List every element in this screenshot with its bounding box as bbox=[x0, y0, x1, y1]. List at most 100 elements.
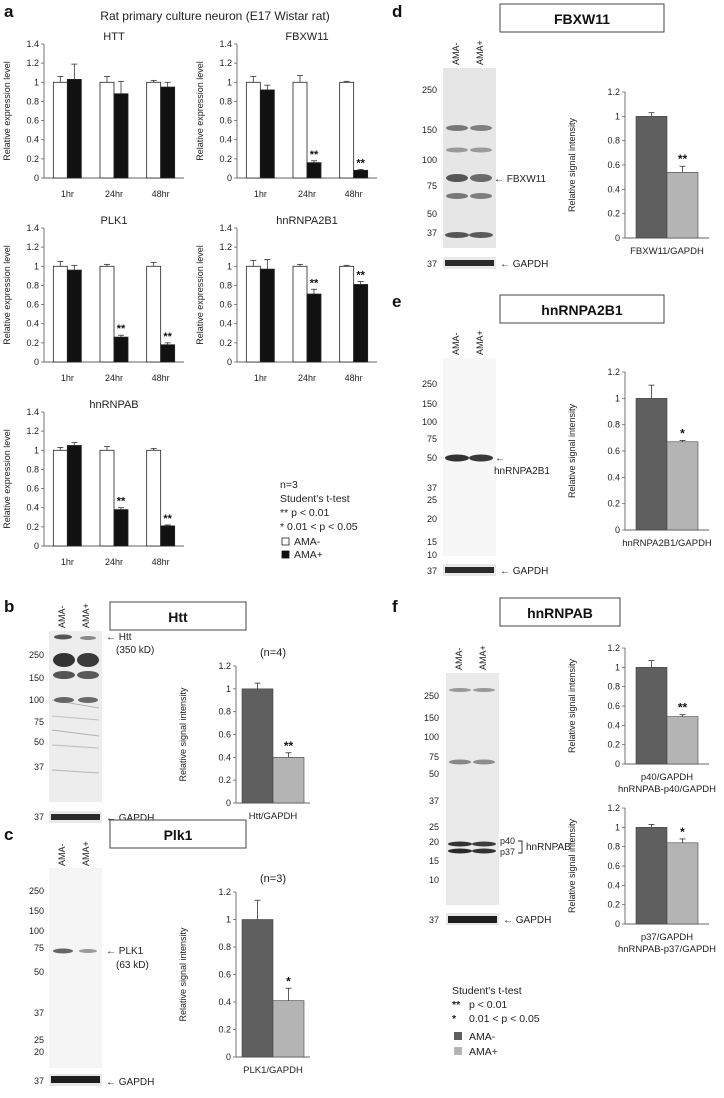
blot-e-title-box bbox=[499, 294, 665, 324]
blot-b-marker: 150 bbox=[29, 673, 44, 683]
blot-f-marker: 25 bbox=[429, 822, 439, 832]
significance-mark: * bbox=[286, 974, 291, 988]
blot-d-gapdh-text: GAPDH bbox=[513, 259, 549, 270]
y-tick-label: 1 bbox=[227, 261, 232, 271]
y-tick-label: 1.2 bbox=[219, 242, 232, 252]
blot-f: hnRNPAB AMA- AMA+ 2501501007550372520151… bbox=[424, 597, 621, 926]
significance-mark: * bbox=[680, 825, 685, 839]
y-tick-label: 0.4 bbox=[607, 184, 620, 194]
legend-f-sig1: p < 0.01 bbox=[469, 999, 507, 1011]
bar-ama-minus bbox=[146, 265, 162, 363]
x-tick-label: 48hr bbox=[345, 373, 363, 383]
x-tick-label: 24hr bbox=[298, 373, 316, 383]
legend-a-sig2: * 0.01 < p < 0.05 bbox=[280, 521, 358, 533]
blot-f-marker: 250 bbox=[424, 691, 439, 701]
y-axis-label: Relative signal intensity bbox=[178, 687, 188, 782]
significance-mark: ** bbox=[284, 739, 294, 753]
blot-e-marker: 150 bbox=[422, 399, 437, 409]
blot-e-lane-minus: AMA- bbox=[451, 332, 461, 355]
y-tick-label: 0 bbox=[226, 1052, 231, 1062]
blot-c-marker: 25 bbox=[34, 1035, 44, 1045]
significance-mark: ** bbox=[163, 513, 172, 525]
legend-a-swatch-plus bbox=[281, 550, 290, 559]
y-tick-label: 1.4 bbox=[26, 223, 39, 233]
bar-ama-plus bbox=[160, 86, 176, 179]
blot-b-htt-band bbox=[54, 634, 72, 640]
y-tick-label: 0.6 bbox=[26, 300, 39, 310]
y-tick-label: 0 bbox=[615, 525, 620, 535]
blot-c-marker: 37 bbox=[34, 1008, 44, 1018]
panel-letter-b: b bbox=[4, 597, 14, 616]
y-tick-label: 0 bbox=[615, 759, 620, 769]
y-tick-label: 0.4 bbox=[219, 319, 232, 329]
x-tick-label: 48hr bbox=[152, 557, 170, 567]
y-tick-label: 0.8 bbox=[219, 280, 232, 290]
blot-e-hnrnpa2b1-band bbox=[445, 454, 469, 462]
blot-c-gapdh-marker: 37 bbox=[34, 1076, 44, 1086]
bar-ama-plus bbox=[306, 162, 322, 179]
panel-letter-c: c bbox=[4, 825, 13, 844]
panel-letter-d: d bbox=[392, 2, 402, 21]
x-tick-label: 48hr bbox=[345, 189, 363, 199]
bar-ama-plus bbox=[160, 344, 176, 363]
bar-ama-plus bbox=[666, 172, 699, 239]
bar-ama-plus bbox=[272, 1000, 305, 1058]
y-tick-label: 1 bbox=[615, 662, 620, 672]
blot-e-marker: 100 bbox=[422, 417, 437, 427]
y-tick-label: 1 bbox=[227, 77, 232, 87]
y-tick-label: 0.6 bbox=[218, 730, 231, 740]
blot-c-marker: 20 bbox=[34, 1047, 44, 1057]
blot-c-band-label: ← PLK1 bbox=[106, 946, 144, 957]
y-tick-label: 0.4 bbox=[26, 319, 39, 329]
blot-d-lane-plus: AMA+ bbox=[475, 40, 485, 65]
blot-e-marker: 50 bbox=[427, 453, 437, 463]
significance-mark: ** bbox=[678, 701, 688, 715]
bar-ama-plus bbox=[272, 757, 305, 804]
bar-ama-plus bbox=[113, 93, 129, 179]
blot-f-marker: 150 bbox=[424, 713, 439, 723]
y-tick-label: 0 bbox=[34, 541, 39, 551]
blot-e-gapdh-band bbox=[445, 567, 494, 573]
legend-a: n=3 Student's t-test ** p < 0.01 * 0.01 … bbox=[280, 479, 358, 561]
y-tick-label: 0 bbox=[615, 919, 620, 929]
panel-a-header: Rat primary culture neuron (E17 Wistar r… bbox=[100, 9, 329, 23]
blot-f-marker: 37 bbox=[429, 796, 439, 806]
blot-d-band-label-text: FBXW11 bbox=[507, 174, 547, 185]
blot-e-band-label: hnRNPA2B1 bbox=[494, 466, 550, 477]
y-axis-label: Relative signal intensity bbox=[567, 403, 577, 498]
x-axis-label-2: hnRNPAB-p37/GAPDH bbox=[618, 944, 716, 955]
y-tick-label: 1.2 bbox=[26, 58, 39, 68]
legend-f-test: Student's t-test bbox=[452, 985, 522, 997]
bar-ama-minus bbox=[245, 81, 261, 179]
blot-f-band-label: hnRNPAB bbox=[526, 842, 571, 853]
blot-f-p37-band bbox=[448, 848, 472, 854]
chart-title: (n=3) bbox=[260, 873, 286, 885]
blot-d-marker: 150 bbox=[422, 125, 437, 135]
blot-d-marker: 100 bbox=[422, 155, 437, 165]
y-tick-label: 0.8 bbox=[218, 942, 231, 952]
bar-ama-plus bbox=[113, 336, 129, 363]
y-tick-label: 1 bbox=[226, 684, 231, 694]
y-tick-label: 1.2 bbox=[26, 426, 39, 436]
y-tick-label: 0.2 bbox=[26, 154, 39, 164]
blot-e-title: hnRNPA2B1 bbox=[541, 302, 623, 318]
y-axis-label: Relative expression level bbox=[195, 245, 205, 345]
blot-e-gapdh-label: ← GAPDH bbox=[500, 566, 548, 577]
y-tick-label: 1 bbox=[615, 393, 620, 403]
blot-d-marker: 37 bbox=[427, 228, 437, 238]
chart-c-plk1: (n=3) 0 0.2 0.4 0.6 0.8 1 1.2 Relative signal in… bbox=[178, 873, 310, 1076]
blot-b-gapdh-text: GAPDH bbox=[119, 813, 155, 824]
significance-mark: ** bbox=[117, 323, 126, 335]
bar-ama-plus bbox=[259, 268, 275, 363]
legend-a-swatch-minus bbox=[281, 537, 290, 546]
bar-ama-plus bbox=[306, 293, 322, 363]
legend-f-sig2: 0.01 < p < 0.05 bbox=[469, 1013, 540, 1025]
significance-mark: ** bbox=[310, 277, 319, 289]
blot-b: Htt AMA- AMA+ 250 150 100 75 50 37 37 ← Htt (… bbox=[29, 601, 247, 824]
x-tick-label: 1hr bbox=[254, 373, 267, 383]
chart-a-hnrnpab: hnRNPAB 0 0.2 0.4 0.6 0.8 1 1.2 1.4 Relative expr… bbox=[2, 399, 184, 567]
x-axis-label: Htt/GAPDH bbox=[249, 811, 298, 822]
y-tick-label: 0.2 bbox=[218, 775, 231, 785]
bar-ama-minus bbox=[52, 449, 68, 547]
y-axis-label: Relative expression level bbox=[2, 61, 12, 161]
